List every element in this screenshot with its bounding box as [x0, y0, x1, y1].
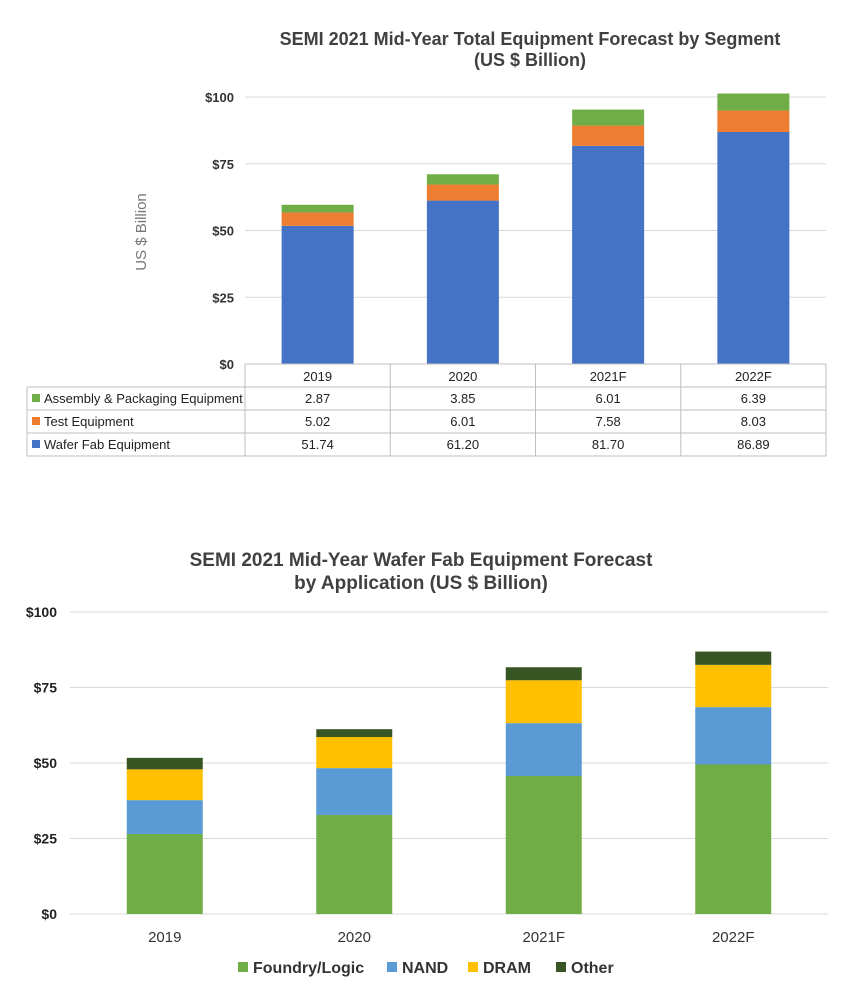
chart1-table-value: 6.01	[450, 414, 475, 429]
chart2-bar-segment	[316, 729, 393, 738]
chart1-bar-segment	[572, 109, 645, 126]
chart2-legend-key	[556, 962, 566, 972]
chart1-y-tick-label: $25	[212, 290, 234, 305]
chart1-bar-segment	[426, 200, 499, 364]
chart1-legend-key	[32, 440, 40, 448]
chart1-table-value: 6.39	[741, 391, 766, 406]
chart2-legend-label: NAND	[402, 960, 448, 977]
chart2-bar-segment	[695, 664, 772, 708]
chart2-subtitle: by Application (US $ Billion)	[294, 573, 548, 594]
chart2-bar-segment	[505, 680, 582, 724]
chart2-bar-segment	[126, 757, 203, 770]
chart1-table-value: 6.01	[595, 391, 620, 406]
chart1-bar-segment	[426, 174, 499, 185]
chart1-y-axis-label: US $ Billion	[133, 193, 150, 271]
chart2-bar-segment	[316, 814, 393, 914]
chart1-table-value: 5.02	[305, 414, 330, 429]
chart1-category-label: 2021F	[590, 369, 627, 384]
chart1-bar-segment	[281, 212, 354, 226]
chart2-bars	[126, 651, 772, 914]
chart2-x-ticks: 2019 2020 2021F 2022F	[148, 929, 754, 946]
chart2-bar-segment	[316, 737, 393, 769]
chart1-table-value: 51.74	[301, 437, 334, 452]
chart1-bar-segment	[572, 125, 645, 146]
chart2-y-tick-label: $100	[26, 604, 57, 620]
chart2-legend-key	[468, 962, 478, 972]
chart2-title: SEMI 2021 Mid-Year Wafer Fab Equipment F…	[190, 550, 653, 571]
chart2-y-tick-label: $75	[34, 680, 58, 696]
chart1-bar-segment	[426, 184, 499, 201]
equipment-segment-chart: SEMI 2021 Mid-Year Total Equipment Forec…	[26, 29, 827, 457]
chart1-table-value: 8.03	[741, 414, 766, 429]
chart1-y-tick-label: $50	[212, 224, 234, 239]
chart2-bar-segment	[695, 764, 772, 914]
chart2-x-tick-label: 2022F	[712, 929, 755, 946]
chart1-series-name: Assembly & Packaging Equipment	[44, 391, 243, 406]
chart1-subtitle: (US $ Billion)	[474, 50, 586, 70]
wafer-fab-application-chart: SEMI 2021 Mid-Year Wafer Fab Equipment F…	[26, 550, 828, 977]
chart2-y-ticks: $0 $25 $50 $75 $100	[26, 604, 57, 922]
chart2-legend-label: Other	[571, 960, 614, 977]
chart1-bars	[281, 93, 790, 364]
chart1-legend-key	[32, 417, 40, 425]
chart1-bar-segment	[717, 110, 790, 133]
chart2-legend-key	[238, 962, 248, 972]
chart1-legend-key	[32, 394, 40, 402]
chart1-category-label: 2019	[303, 369, 332, 384]
chart1-series-name: Wafer Fab Equipment	[44, 437, 170, 452]
chart1-category-label: 2022F	[735, 369, 772, 384]
chart1-series-name: Test Equipment	[44, 414, 134, 429]
chart1-bar-segment	[281, 204, 354, 213]
chart1-table-value: 86.89	[737, 437, 770, 452]
chart1-table-value: 81.70	[592, 437, 625, 452]
chart1-bar-segment	[281, 225, 354, 364]
chart2-legend-key	[387, 962, 397, 972]
chart2-y-tick-label: $0	[41, 906, 57, 922]
chart1-y-ticks: $0 $25 $50 $75 $100	[205, 90, 234, 372]
chart1-bar-segment	[717, 132, 790, 364]
chart2-bar-segment	[505, 667, 582, 681]
chart1-category-label: 2020	[448, 369, 477, 384]
chart2-bar-segment	[695, 707, 772, 765]
chart2-bar-segment	[505, 775, 582, 914]
chart1-table-value: 3.85	[450, 391, 475, 406]
chart2-y-tick-label: $50	[34, 755, 58, 771]
chart2-bar-segment	[695, 651, 772, 665]
chart2-legend: Foundry/Logic NAND DRAM Other	[238, 960, 614, 977]
chart2-legend-label: Foundry/Logic	[253, 960, 364, 977]
chart2-bar-segment	[126, 769, 203, 801]
chart2-y-tick-label: $25	[34, 831, 58, 847]
chart1-bar-segment	[717, 93, 790, 111]
chart1-y-tick-label: $0	[220, 357, 234, 372]
chart2-x-tick-label: 2020	[338, 929, 371, 946]
chart2-x-tick-label: 2019	[148, 929, 181, 946]
chart1-title: SEMI 2021 Mid-Year Total Equipment Forec…	[280, 29, 781, 49]
chart1-data-table: 2019 2020 2021F 2022F Assembly & Packaging E…	[26, 363, 827, 457]
chart1-y-tick-label: $100	[205, 90, 234, 105]
chart1-y-tick-label: $75	[212, 157, 234, 172]
chart1-table-value: 61.20	[447, 437, 480, 452]
chart1-table-value: 2.87	[305, 391, 330, 406]
chart1-bar-segment	[572, 145, 645, 364]
chart1-table-value: 7.58	[595, 414, 620, 429]
chart2-bar-segment	[126, 833, 203, 914]
chart2-x-tick-label: 2021F	[522, 929, 565, 946]
chart2-legend-label: DRAM	[483, 960, 531, 977]
chart2-bar-segment	[126, 800, 203, 834]
chart2-bar-segment	[505, 723, 582, 776]
chart2-bar-segment	[316, 768, 393, 815]
